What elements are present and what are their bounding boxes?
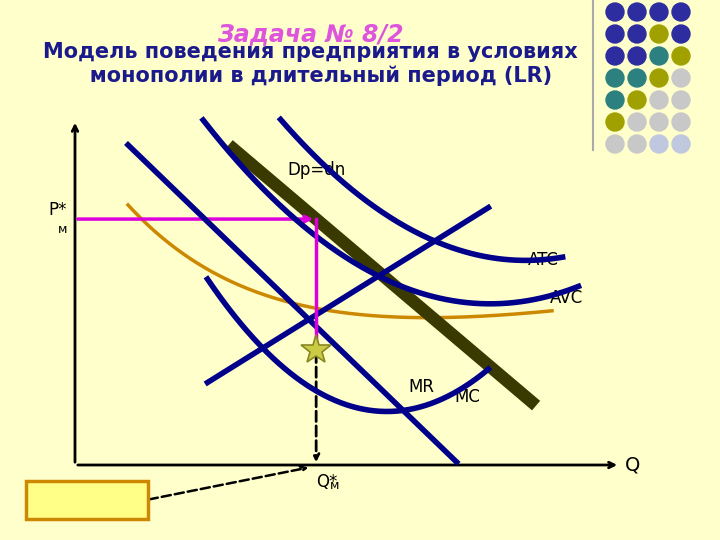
Circle shape <box>650 135 668 153</box>
Circle shape <box>672 47 690 65</box>
Circle shape <box>606 47 624 65</box>
Text: Модель поведения предприятия в условиях: Модель поведения предприятия в условиях <box>42 42 577 62</box>
Circle shape <box>672 135 690 153</box>
Text: м: м <box>58 223 67 236</box>
Circle shape <box>672 91 690 109</box>
Text: MR: MR <box>408 377 434 396</box>
Circle shape <box>650 113 668 131</box>
Circle shape <box>672 69 690 87</box>
Circle shape <box>650 69 668 87</box>
Circle shape <box>606 25 624 43</box>
Circle shape <box>628 113 646 131</box>
Text: P*: P* <box>48 201 67 219</box>
Text: монополии в длительный период (LR): монополии в длительный период (LR) <box>68 65 552 85</box>
Circle shape <box>628 3 646 21</box>
Text: м: м <box>330 479 340 492</box>
Circle shape <box>650 3 668 21</box>
Circle shape <box>606 69 624 87</box>
Circle shape <box>672 113 690 131</box>
Circle shape <box>628 47 646 65</box>
Circle shape <box>672 3 690 21</box>
Text: Q: Q <box>625 456 640 475</box>
Circle shape <box>650 91 668 109</box>
Text: AVC: AVC <box>549 289 582 307</box>
Circle shape <box>628 91 646 109</box>
FancyBboxPatch shape <box>26 481 148 519</box>
Circle shape <box>650 47 668 65</box>
Circle shape <box>606 91 624 109</box>
Circle shape <box>606 135 624 153</box>
Text: MC=MR: MC=MR <box>51 491 123 509</box>
Text: Задача № 8/2: Задача № 8/2 <box>217 22 403 46</box>
Text: ATC: ATC <box>528 251 559 269</box>
Circle shape <box>606 113 624 131</box>
Text: MC: MC <box>454 388 480 406</box>
Circle shape <box>650 25 668 43</box>
Text: Dp=dn: Dp=dn <box>287 161 346 179</box>
Text: Q*: Q* <box>316 473 338 491</box>
Circle shape <box>628 69 646 87</box>
Circle shape <box>628 135 646 153</box>
Circle shape <box>672 25 690 43</box>
Circle shape <box>606 3 624 21</box>
Circle shape <box>628 25 646 43</box>
